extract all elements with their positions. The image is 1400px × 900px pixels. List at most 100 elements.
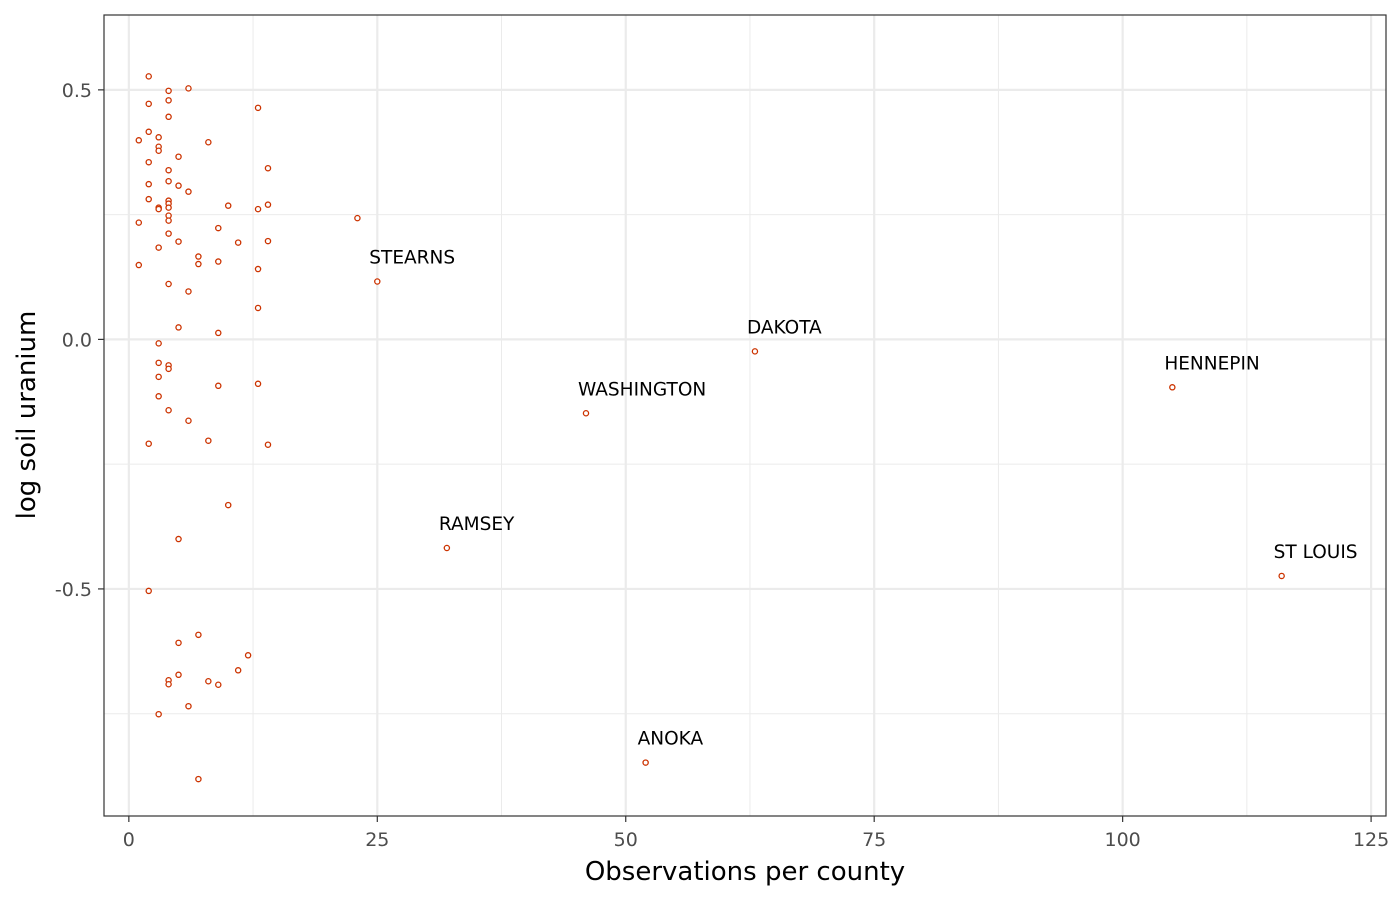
data-point [145,180,152,188]
county-label: ST LOUIS [1274,542,1358,563]
data-point [1169,384,1176,391]
x-axis-title: Observations per county [585,857,905,887]
data-point [175,324,182,331]
data-point [145,100,152,108]
data-point [155,393,162,400]
data-point [195,631,202,639]
data-point [185,288,192,295]
data-point [135,219,143,226]
data-point [175,238,182,245]
data-point [165,113,172,121]
y-tick-label: -0.5 [55,579,92,601]
data-point [254,265,262,273]
y-axis-title: log soil uranium [12,311,42,520]
data-point [215,382,222,390]
x-tick-label: 25 [365,829,389,851]
county-label: RAMSEY [439,514,515,535]
data-point [175,639,182,647]
data-point [195,260,202,268]
data-point [165,230,172,237]
data-point [175,153,182,160]
data-point [751,348,759,355]
data-point [145,73,152,80]
data-point [155,205,162,213]
data-point [175,182,182,189]
data-point [175,671,182,679]
y-tick-label: 0.0 [62,329,92,351]
data-point [642,759,649,766]
data-point [175,535,182,543]
y-axis-ticks: 0.5 0.0 -0.5 [55,80,104,601]
data-point [165,204,172,211]
data-point [264,164,272,172]
data-point [195,775,202,783]
data-point [155,359,162,367]
county-label: WASHINGTON [578,379,706,400]
data-point [224,202,232,209]
x-axis-ticks: 0 25 50 75 100 125 [123,816,1389,851]
data-point [155,340,162,347]
data-point [145,195,152,203]
data-point [205,678,212,685]
y-tick-label: 0.5 [62,80,92,102]
data-point [264,237,272,245]
data-point [165,217,172,224]
data-point [165,97,172,104]
data-point [234,667,242,674]
data-point [165,680,172,688]
data-point [254,205,262,213]
data-point [135,261,143,269]
data-point [443,544,451,552]
data-point [165,177,172,185]
data-point [582,410,590,417]
point-labels: STEARNS DAKOTA HENNEPIN WASHINGTON RAMSEY ST … [369,248,1357,750]
data-point [185,188,192,195]
data-point [145,158,152,166]
data-point [185,85,192,92]
x-tick-label: 50 [614,829,638,851]
data-point [145,128,152,136]
data-point [205,437,212,444]
data-point [215,329,222,337]
data-point [165,166,172,174]
county-label: HENNEPIN [1164,353,1259,374]
county-label: ANOKA [638,729,704,750]
data-point [1278,572,1285,580]
data-point [185,417,192,424]
county-label: STEARNS [369,248,455,269]
data-point [165,407,172,414]
plot-panel [104,15,1386,816]
x-tick-label: 100 [1105,829,1141,851]
data-point [135,137,143,144]
data-point [165,87,172,95]
grid-lines [104,15,1386,816]
x-tick-label: 0 [123,829,135,851]
data-points [135,73,1285,783]
data-point [155,134,162,141]
data-point [354,214,361,222]
data-point [215,224,222,232]
data-point [374,278,381,285]
data-point [155,147,162,154]
data-point [185,702,192,710]
data-point [155,710,162,718]
data-point [254,380,262,388]
data-point [234,239,242,246]
data-point [165,280,172,288]
data-point [244,652,252,659]
data-point [224,501,232,509]
data-point [264,201,272,208]
data-point [215,258,222,265]
data-point [264,441,272,448]
data-point [155,244,162,251]
x-tick-label: 125 [1353,829,1389,851]
data-point [145,440,152,447]
x-tick-label: 75 [862,829,886,851]
county-label: DAKOTA [747,317,822,338]
data-point [165,365,172,373]
data-point [155,373,162,381]
data-point [254,104,262,112]
data-point [215,681,222,688]
data-point [195,253,202,260]
